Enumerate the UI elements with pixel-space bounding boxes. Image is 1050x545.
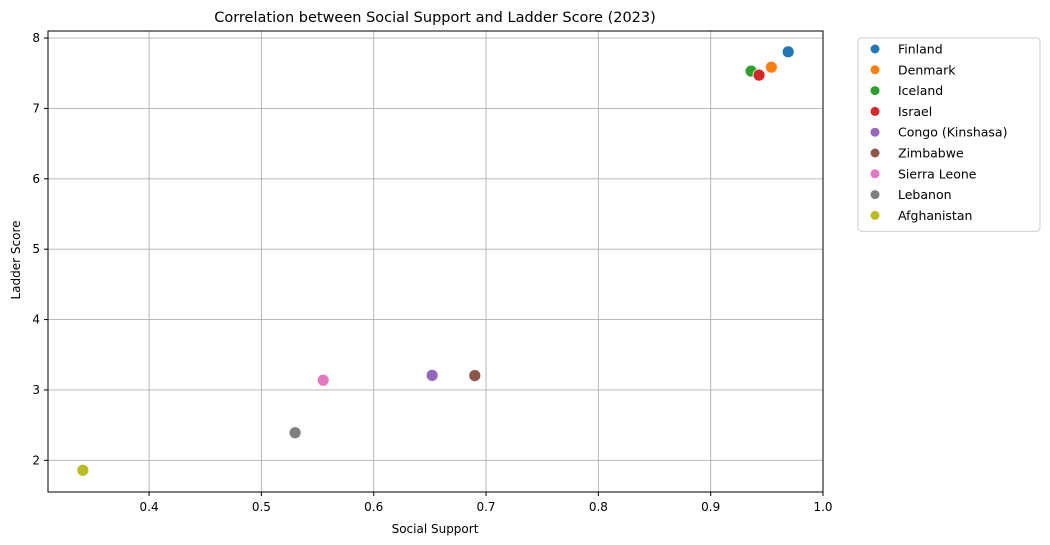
- x-tick-label: 0.5: [252, 500, 271, 514]
- y-tick-label: 4: [32, 313, 40, 327]
- grid-lines: [48, 31, 824, 492]
- data-point-afghanistan: [76, 463, 90, 477]
- x-tick-label: 0.6: [364, 500, 383, 514]
- data-point-lebanon: [288, 426, 302, 440]
- y-tick-label: 3: [32, 383, 40, 397]
- chart-title: Correlation between Social Support and L…: [214, 10, 656, 26]
- legend-marker-iceland: [870, 86, 880, 96]
- data-point-sierra-leone: [316, 373, 330, 387]
- legend: Finland Denmark Iceland Israel Congo (Kinsha…: [857, 37, 1041, 232]
- data-point-israel: [752, 68, 766, 82]
- x-tick-label: 0.4: [140, 500, 159, 514]
- legend-marker-zimbabwe: [870, 148, 880, 158]
- legend-label-denmark: Denmark: [898, 62, 956, 77]
- y-axis-label: Ladder Score: [9, 220, 23, 299]
- data-point-denmark: [764, 60, 778, 74]
- legend-marker-finland: [870, 44, 880, 54]
- legend-marker-israel: [870, 106, 880, 116]
- y-tick-label: 7: [32, 101, 40, 115]
- legend-marker-denmark: [870, 65, 880, 75]
- legend-label-lebanon: Lebanon: [898, 187, 952, 202]
- legend-label-zimbabwe: Zimbabwe: [898, 146, 964, 161]
- data-points: [76, 45, 795, 477]
- x-axis-label: Social Support: [392, 522, 479, 536]
- y-tick-label: 2: [32, 453, 40, 467]
- legend-label-congo-kinshasa: Congo (Kinshasa): [898, 125, 1007, 140]
- legend-marker-lebanon: [870, 190, 880, 200]
- data-point-finland: [781, 45, 795, 59]
- legend-label-afghanistan: Afghanistan: [898, 208, 972, 223]
- legend-label-israel: Israel: [898, 104, 932, 119]
- y-tick-label: 8: [32, 31, 40, 45]
- data-point-congo-kinshasa: [425, 368, 439, 382]
- x-tick-label: 0.7: [476, 500, 495, 514]
- axis-ticks: 0.4 0.5 0.6 0.7 0.8 0.9 1.0 2 3 4 5 6 7 8: [32, 31, 832, 514]
- legend-label-sierra-leone: Sierra Leone: [898, 166, 977, 181]
- data-point-zimbabwe: [468, 369, 482, 382]
- x-tick-label: 0.8: [589, 500, 608, 514]
- legend-marker-afghanistan: [870, 210, 880, 220]
- x-tick-label: 0.9: [701, 500, 720, 514]
- y-tick-label: 5: [32, 242, 40, 256]
- legend-box: [857, 37, 1041, 232]
- x-tick-label: 1.0: [813, 500, 832, 514]
- legend-label-iceland: Iceland: [898, 83, 943, 98]
- legend-label-finland: Finland: [898, 42, 943, 57]
- legend-marker-sierra-leone: [870, 169, 880, 179]
- plot-area: [47, 30, 824, 493]
- legend-marker-congo-kinshasa: [870, 127, 880, 137]
- y-tick-label: 6: [32, 172, 40, 186]
